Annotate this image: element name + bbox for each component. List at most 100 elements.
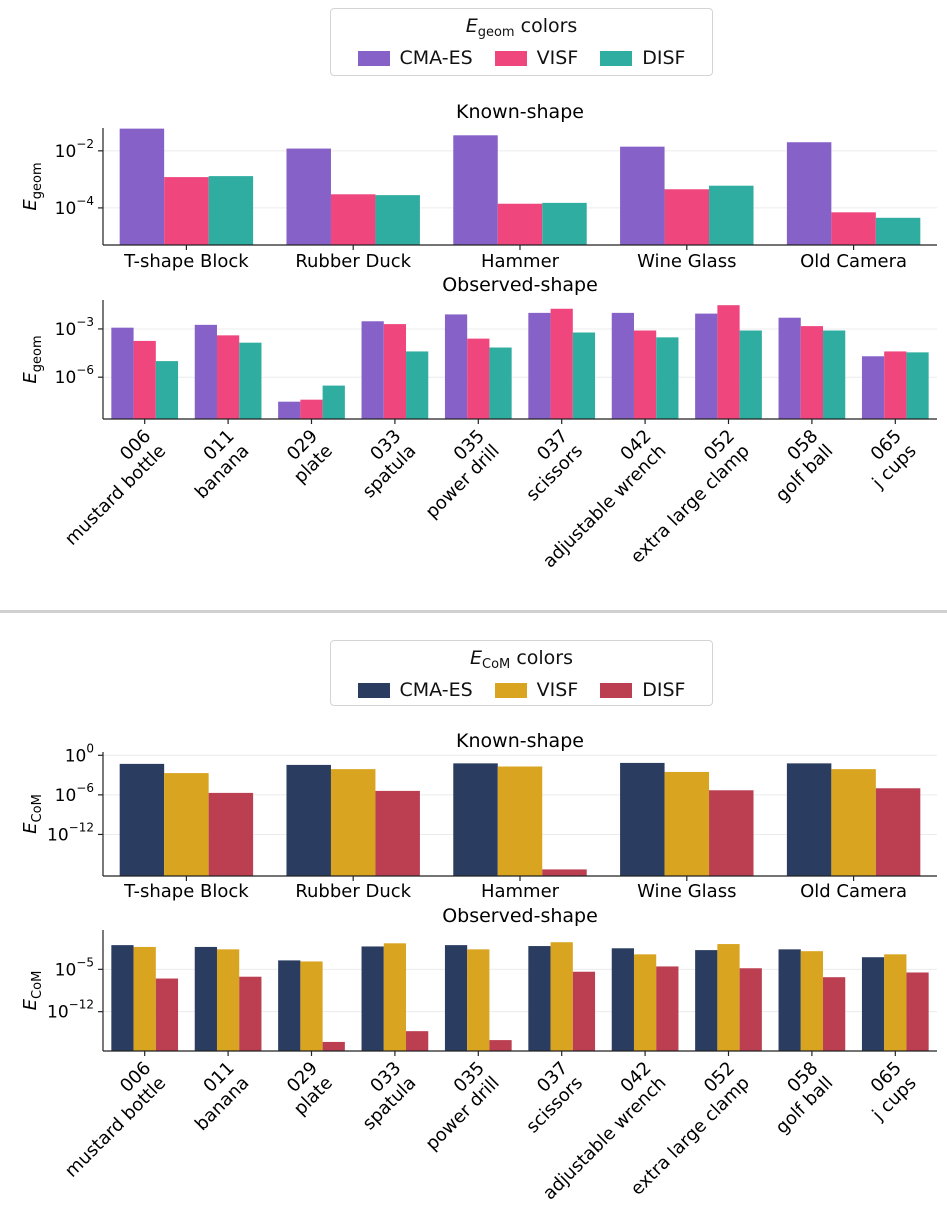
- x-tick-label: 058golf ball: [757, 1058, 838, 1139]
- bar-disf: [208, 792, 254, 876]
- x-tick-label: 033spatula: [344, 426, 421, 503]
- legend-swatch: [600, 682, 633, 698]
- bar-cma-es: [611, 312, 634, 419]
- bar-cma-es: [453, 763, 498, 876]
- bar-disf: [739, 330, 762, 419]
- x-tick-label: Rubber Duck: [295, 251, 411, 272]
- bar-cma-es: [361, 321, 384, 419]
- bar-disf: [406, 351, 429, 419]
- x-tick-label: Hammer: [481, 881, 560, 902]
- y-axis-label: ECoM: [20, 794, 45, 834]
- bar-visf: [664, 189, 710, 245]
- bar-disf: [542, 202, 587, 245]
- bar-cma-es: [444, 314, 468, 419]
- legend-item-cmaes: CMA-ES: [357, 47, 473, 69]
- y-tick-label: 10−12: [47, 998, 94, 1023]
- panel-title: Known-shape: [456, 101, 584, 123]
- bar-visf: [497, 203, 543, 245]
- legend-title-com: ECoM colors: [470, 647, 573, 672]
- panel-geom-observed: 10−3 10−6 Egeom Observed-shape 006mustard bo…: [20, 274, 937, 572]
- x-tick-label: 058golf ball: [757, 426, 838, 507]
- bar-visf: [664, 771, 710, 876]
- bar-disf: [906, 352, 929, 419]
- bar-cma-es: [278, 401, 301, 419]
- bar-visf: [717, 305, 740, 419]
- bar-cma-es: [444, 945, 468, 1051]
- panel-title: Observed-shape: [442, 905, 598, 927]
- bar-cma-es: [861, 957, 885, 1051]
- bar-visf: [884, 954, 907, 1051]
- y-tick-label: 100: [65, 741, 94, 766]
- bar-disf: [709, 790, 754, 876]
- bar-visf: [633, 954, 657, 1051]
- x-tick-label: 035power drill: [407, 1058, 504, 1155]
- x-tick-label: 065j cups: [853, 1058, 921, 1126]
- y-axis-label: Egeom: [20, 335, 45, 383]
- bar-cma-es: [111, 327, 134, 419]
- panel-geom-known: 10−2 10−4 Egeom Known-shape T-shape Block Rub…: [20, 101, 937, 272]
- x-tick-label: Hammer: [481, 251, 560, 272]
- x-tick-label: Wine Glass: [637, 881, 736, 902]
- legend-swatch: [357, 682, 390, 698]
- bar-disf: [542, 869, 587, 876]
- y-axis-label: ECoM: [20, 971, 45, 1011]
- legend-item-cmaes: CMA-ES: [357, 679, 473, 701]
- legend-swatch: [357, 50, 390, 66]
- bar-disf: [322, 1041, 345, 1051]
- bar-disf: [322, 385, 345, 419]
- x-tick-label: Old Camera: [800, 251, 907, 272]
- bar-cma-es: [528, 946, 551, 1051]
- bar-visf: [467, 338, 490, 419]
- x-tick-label: 029plate: [275, 426, 337, 488]
- y-tick-label: 10−3: [55, 315, 94, 340]
- bar-cma-es: [695, 950, 718, 1051]
- y-tick-label: 10−4: [55, 194, 94, 219]
- bar-cma-es: [861, 356, 885, 419]
- bar-disf: [823, 330, 846, 419]
- bar-visf: [550, 942, 573, 1051]
- bar-disf: [406, 1031, 429, 1051]
- x-tick-label: T-shape Block: [123, 251, 249, 272]
- bar-disf: [375, 195, 420, 245]
- bar-disf: [572, 332, 596, 419]
- panel-title: Known-shape: [456, 730, 584, 752]
- legend-item-visf: VISF: [494, 679, 578, 701]
- legend-geom: Egeom colors CMA-ES VISF DISF: [330, 8, 713, 76]
- y-tick-label: 10−12: [47, 820, 94, 845]
- bar-cma-es: [611, 948, 634, 1051]
- bar-disf: [239, 976, 262, 1051]
- legend-swatch: [600, 50, 633, 66]
- bar-cma-es: [786, 142, 832, 245]
- y-tick-label: 10−6: [55, 781, 94, 806]
- x-tick-label: Rubber Duck: [295, 881, 411, 902]
- bar-visf: [133, 340, 156, 419]
- bar-cma-es: [361, 946, 384, 1051]
- x-tick-label: 065j cups: [853, 426, 921, 494]
- bar-visf: [800, 951, 824, 1051]
- bar-cma-es: [620, 762, 665, 876]
- x-tick-label: 033spatula: [344, 1058, 421, 1135]
- bar-cma-es: [528, 312, 551, 419]
- bar-disf: [375, 790, 420, 876]
- x-tick-label: 006mustard bottle: [46, 426, 170, 550]
- bar-disf: [656, 337, 679, 419]
- bar-visf: [216, 335, 240, 419]
- bar-visf: [164, 773, 209, 876]
- bar-disf: [208, 176, 254, 245]
- bar-cma-es: [111, 945, 134, 1051]
- bar-visf: [330, 769, 376, 876]
- bar-disf: [656, 966, 679, 1051]
- x-tick-label: T-shape Block: [123, 881, 249, 902]
- y-axis-label: Egeom: [20, 162, 45, 210]
- bar-visf: [884, 351, 907, 419]
- legend-com: ECoM colors CMA-ES VISF DISF: [330, 640, 713, 706]
- bar-cma-es: [194, 946, 217, 1051]
- bar-disf: [875, 217, 921, 245]
- bar-visf: [717, 944, 740, 1051]
- bar-disf: [875, 788, 921, 876]
- x-tick-label: Wine Glass: [637, 251, 736, 272]
- bar-visf: [133, 946, 156, 1051]
- bar-visf: [550, 308, 573, 419]
